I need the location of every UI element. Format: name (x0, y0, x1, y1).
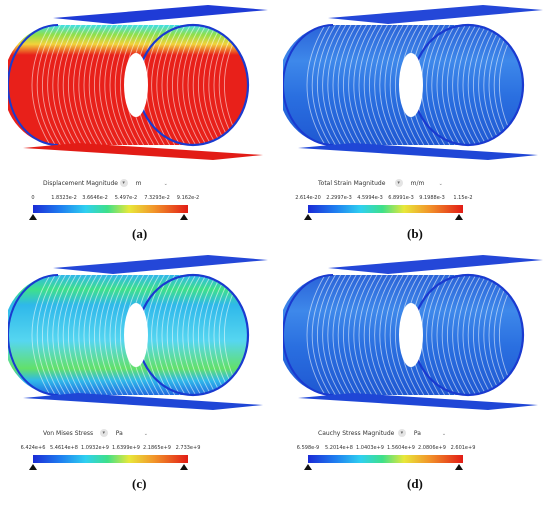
colorbar-tick-label: 5.4614e+8 (50, 445, 78, 451)
colorbar (33, 455, 188, 463)
legend-title: Cauchy Stress Magnitude (318, 430, 395, 437)
colorbar-tick-label: 6.424e+6 (20, 445, 46, 451)
coil-inner-gap (124, 303, 148, 367)
legend-field-dropdown[interactable]: ▾ (397, 429, 406, 437)
colorbar-tick-label: 9.162e-2 (176, 195, 200, 201)
legend-field-dropdown[interactable]: ▾ (119, 179, 128, 187)
colorbar-tick-labels: 2.614e-20 2.2997e-3 4.5994e-3 6.8991e-3 9.19… (295, 195, 472, 203)
unit-chevron-down-icon[interactable]: ⌄ (143, 431, 148, 437)
simulation-panel: Displacement Magnitude ▾ m ⌄ 0 1.8323e-2 3.664… (8, 0, 273, 245)
colorbar-tick-label: 2.2997e-3 (326, 195, 352, 201)
colorbar-tick-label: 1.6399e+9 (112, 445, 140, 451)
coil-turns (306, 274, 518, 396)
colorbar-tick-label: 5.2014e+8 (325, 445, 353, 451)
legend-title: Total Strain Magnitude (318, 180, 386, 187)
legend-title: Von Mises Stress (43, 430, 94, 437)
simulation-panel: Cauchy Stress Magnitude ▾ Pa ⌄ 6.598e-9 5.201… (283, 250, 548, 495)
colorbar-tick-label: 4.5994e-3 (357, 195, 383, 201)
legend-unit[interactable]: Pa (413, 430, 421, 437)
colorbar-tick-label: 0 (31, 195, 35, 201)
legend-unit[interactable]: m (135, 180, 142, 187)
legend-unit[interactable]: m/m (410, 180, 425, 187)
panel-caption: (c) (132, 476, 147, 491)
top-plate (53, 5, 268, 24)
bottom-plate (23, 393, 263, 410)
coil-left-rim (283, 274, 334, 396)
unit-chevron-down-icon[interactable]: ⌄ (163, 181, 168, 187)
colorbar-tick-label: 2.0806e+9 (418, 445, 446, 451)
legend-unit[interactable]: Pa (115, 430, 123, 437)
colorbar-min-handle[interactable] (304, 214, 312, 220)
panel-caption: (b) (407, 226, 423, 241)
unit-chevron-down-icon[interactable]: ⌄ (441, 431, 447, 437)
colorbar-tick-label: 2.1865e+9 (143, 445, 171, 451)
bottom-plate (298, 143, 538, 160)
colorbar-tick-label: 1.0403e+9 (356, 445, 384, 451)
panel-caption: (a) (132, 226, 148, 241)
legend-title: Displacement Magnitude (43, 180, 118, 187)
colorbar-tick-labels: 6.598e-9 5.2014e+8 1.0403e+9 1.5604e+9 2.080… (297, 445, 476, 453)
coil-inner-gap (399, 53, 423, 117)
colorbar-tick-label: 7.3293e-2 (144, 195, 170, 201)
colorbar-tick-label: 1.15e-2 (453, 195, 473, 201)
colorbar-tick-label: 1.5604e+9 (387, 445, 415, 451)
spring-scene (283, 5, 543, 160)
colorbar (308, 455, 463, 463)
colorbar-tick-label: 1.8323e-2 (51, 195, 77, 201)
bottom-plate (298, 393, 538, 410)
colorbar-tick-label: 6.598e-9 (296, 445, 320, 451)
colorbar-tick-label: 2.601e+9 (450, 445, 476, 451)
spring-scene (283, 255, 543, 410)
colorbar-max-handle[interactable] (180, 464, 188, 470)
spring-scene (8, 5, 268, 160)
colorbar-tick-labels: 6.424e+6 5.4614e+8 1.0932e+9 1.6399e+9 2.186… (21, 445, 201, 453)
colorbar-tick-labels: 0 1.8323e-2 3.6646e-2 5.497e-2 7.3293e-2 9.16… (31, 195, 199, 203)
coil-left-rim (8, 24, 59, 146)
unit-chevron-down-icon[interactable]: ⌄ (438, 181, 443, 187)
coil-left-rim (283, 24, 334, 146)
colorbar-tick-label: 6.8991e-3 (388, 195, 414, 201)
colorbar-min-handle[interactable] (304, 464, 312, 470)
top-plate (53, 255, 268, 274)
simulation-panel: Von Mises Stress ▾ Pa ⌄ 6.424e+6 5.4614e+8 1.0… (8, 250, 273, 495)
legend-field-dropdown[interactable]: ▾ (394, 179, 403, 187)
coil-left-rim (8, 274, 59, 396)
colorbar-max-handle[interactable] (180, 214, 188, 220)
colorbar (308, 205, 463, 213)
colorbar-min-handle[interactable] (29, 464, 37, 470)
panel-caption: (d) (407, 476, 423, 491)
simulation-panel: Total Strain Magnitude ▾ m/m ⌄ 2.614e-20 2.29… (283, 0, 548, 245)
top-plate (328, 255, 543, 274)
legend-field-dropdown[interactable]: ▾ (99, 429, 108, 437)
colorbar-tick-label: 3.6646e-2 (82, 195, 108, 201)
coil-inner-gap (124, 53, 148, 117)
spring-scene (8, 255, 268, 410)
colorbar-tick-label: 2.733e+9 (175, 445, 201, 451)
colorbar-max-handle[interactable] (455, 464, 463, 470)
colorbar-tick-label: 9.1988e-3 (419, 195, 445, 201)
colorbar-max-handle[interactable] (455, 214, 463, 220)
colorbar-min-handle[interactable] (29, 214, 37, 220)
colorbar-tick-label: 5.497e-2 (114, 195, 138, 201)
colorbar-tick-label: 2.614e-20 (295, 195, 321, 201)
colorbar (33, 205, 188, 213)
coil-turns (306, 24, 518, 146)
bottom-plate (23, 143, 263, 160)
coil-inner-gap (399, 303, 423, 367)
colorbar-tick-label: 1.0932e+9 (81, 445, 109, 451)
top-plate (328, 5, 543, 24)
